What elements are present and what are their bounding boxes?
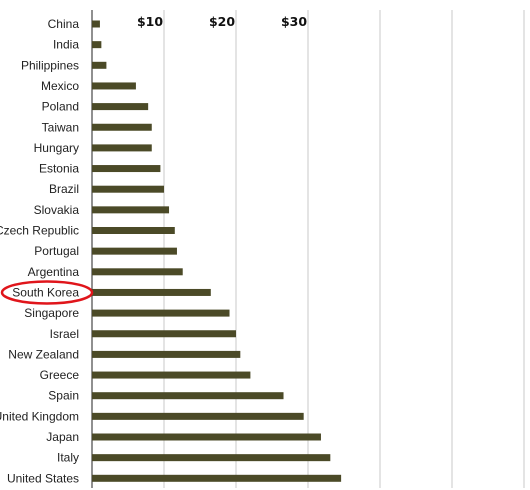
bar [92,350,241,358]
category-label: United Kingdom [0,409,79,423]
category-label: Czech Republic [0,224,79,238]
bar [92,206,170,214]
category-label: Mexico [41,79,79,93]
bar [92,247,177,255]
bar [92,371,251,379]
bar [92,288,211,296]
bar [92,82,136,90]
category-label: Israel [50,327,79,341]
bars [92,20,342,482]
category-label: Philippines [21,58,79,72]
bar [92,330,236,338]
bar [92,144,152,152]
bar [92,454,331,462]
gridlines [163,10,525,488]
bar [92,412,304,420]
category-label: Greece [40,368,80,382]
bar [92,227,175,234]
category-label: Argentina [28,265,80,279]
bar [92,20,100,28]
category-label: New Zealand [8,347,79,361]
x-tick-labels: $10 $20 $30 [137,14,307,29]
category-labels: China India Philippines Mexico Poland Taiwan H… [0,17,79,485]
category-label: India [53,38,79,52]
x-tick-label: $10 [137,14,163,29]
x-tick-label: $20 [209,14,235,29]
bar [92,123,152,131]
category-label: Estonia [39,162,79,176]
category-label: Brazil [49,182,79,196]
category-label: Portugal [34,244,79,258]
bar [92,165,161,173]
category-label: Slovakia [34,203,80,217]
category-label: Spain [48,389,79,403]
category-label: Hungary [34,141,79,155]
bar [92,309,230,317]
highlight-ellipse [0,280,94,305]
category-label: Italy [57,451,79,465]
bar [92,268,183,276]
bar [92,474,342,482]
category-label: Singapore [24,306,79,320]
bar [92,185,164,193]
bar [92,392,284,400]
category-label: Japan [46,430,79,444]
bar [92,433,321,441]
category-label: United States [7,471,79,485]
bar [92,61,107,69]
category-label: Poland [42,100,79,114]
category-label: South Korea [12,285,79,299]
category-label: Taiwan [42,120,79,134]
bar [92,41,102,49]
category-label: China [48,17,80,31]
x-tick-label: $30 [281,14,307,29]
bar [92,103,149,111]
